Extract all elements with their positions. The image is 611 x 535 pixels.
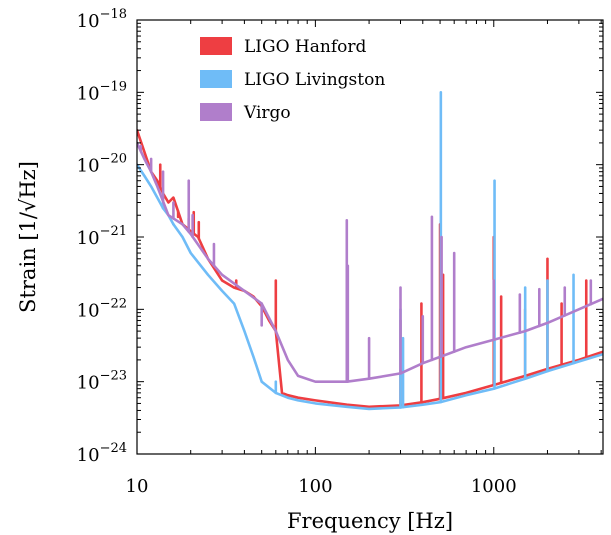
legend-swatch	[200, 70, 232, 88]
x-tick-label: 10	[126, 476, 149, 497]
y-tick-label: 10−18	[77, 7, 127, 32]
legend-item-virgo: Virgo	[200, 103, 291, 123]
y-tick-label: 10−19	[77, 79, 127, 104]
x-tick-label: 100	[298, 476, 332, 497]
x-axis-label: Frequency [Hz]	[287, 509, 453, 533]
legend-item-ligo-livingston: LIGO Livingston	[200, 70, 385, 90]
legend-label: LIGO Livingston	[244, 70, 385, 90]
y-tick-labels: 10−18 10−19 10−20 10−21 10−22 10−23 10−24	[77, 7, 127, 466]
ticks-layer	[136, 19, 603, 455]
legend: LIGO Hanford LIGO Livingston Virgo	[200, 37, 385, 123]
legend-swatch	[200, 37, 232, 55]
series-layer	[137, 91, 603, 411]
legend-item-ligo-hanford: LIGO Hanford	[200, 37, 366, 57]
y-tick-label: 10−21	[77, 224, 127, 249]
series-virgo	[137, 141, 603, 383]
x-tick-labels: 10 100 1000	[126, 476, 517, 497]
y-axis-label: Strain [1/√Hz]	[16, 161, 40, 313]
legend-swatch	[200, 103, 232, 121]
legend-label: Virgo	[243, 103, 291, 123]
y-tick-label: 10−23	[77, 369, 127, 394]
x-tick-label: 1000	[471, 476, 517, 497]
legend-label: LIGO Hanford	[244, 37, 366, 57]
series-line-virgo	[137, 141, 603, 383]
y-tick-label: 10−22	[77, 296, 127, 321]
y-tick-label: 10−24	[77, 441, 127, 466]
y-tick-label: 10−20	[77, 152, 127, 177]
